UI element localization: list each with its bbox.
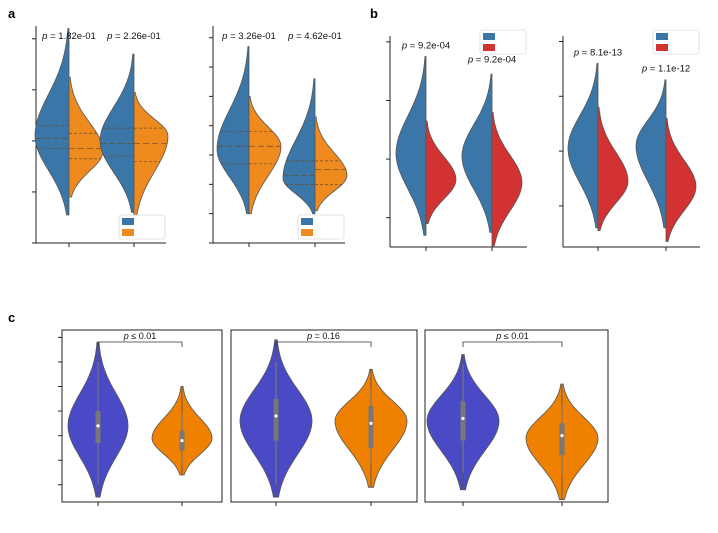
violin-right-half-SD/PD (462, 354, 500, 491)
violin-altered-EMT_Stroma (665, 117, 697, 242)
panel-label-a: a (8, 6, 16, 21)
violin-right-half-CR/PR (181, 386, 213, 476)
plot-frame (230, 329, 418, 503)
violin-altered-FTBRS (425, 120, 457, 225)
violin-wt-TRB (99, 53, 135, 213)
box-iqr (273, 398, 279, 441)
significance-bracket (97, 341, 183, 347)
legend-swatch-wt (656, 33, 668, 40)
significance-bracket (275, 341, 372, 347)
legend-swatch-altered (483, 44, 495, 51)
box-median (560, 434, 564, 438)
box-median (274, 414, 278, 418)
chart-c3: p ≤ 0.01 (424, 329, 609, 506)
legend-swatch-altered (301, 229, 313, 236)
violin-wt-EMT_Stroma (461, 73, 493, 233)
box-median (369, 421, 373, 425)
plot-frame (61, 329, 223, 503)
p-value-label: p = 1.1e-12 (641, 64, 690, 75)
violin-wt-EMT_Stroma (635, 79, 667, 229)
plot-frame (424, 329, 609, 503)
violin-right-half-CR/PR (370, 368, 408, 488)
legend-swatch-wt (483, 33, 495, 40)
violin-right-half-CR/PR (561, 383, 599, 500)
box-median (96, 424, 100, 428)
legend-swatch-altered (122, 229, 134, 236)
legend-swatch-altered (656, 44, 668, 51)
chart-a1: p = 1.82e-01 p = 2.26e-01 (32, 26, 169, 247)
legend (118, 214, 166, 240)
legend (297, 214, 345, 240)
box-median (461, 416, 465, 421)
p-value-label: p = 9.2e-04 (401, 41, 450, 52)
panel-label-b: b (370, 6, 378, 21)
violin-altered-FTBRS (597, 106, 629, 232)
violin-left-half-CR/PR (334, 368, 372, 488)
p-value-label: p = 1.82e-01 (41, 31, 96, 42)
panel-label-c: c (8, 310, 15, 325)
legend (479, 29, 527, 55)
significance-bracket (462, 341, 563, 347)
significance-label: p ≤ 0.01 (495, 331, 528, 341)
chart-c1: p ≤ 0.01 (58, 329, 223, 506)
violin-altered-TRB (133, 91, 169, 218)
box-median (180, 438, 184, 443)
violin-altered-TRA (68, 76, 104, 198)
violin-wt-TRA (216, 46, 250, 215)
violin-altered-EMT_Stroma (491, 111, 523, 248)
violin-altered-TRB (314, 116, 348, 212)
chart-b2: p = 8.1e-13 p = 1.1e-12 (559, 29, 700, 251)
legend-swatch-wt (122, 218, 134, 225)
violin-wt-FTBRS (395, 56, 427, 236)
legend (652, 29, 700, 55)
box-iqr (460, 401, 466, 441)
violin-wt-TRB (282, 78, 316, 215)
box-iqr (368, 406, 374, 448)
violin-left-half-SD/PD (239, 339, 277, 498)
box-iqr (559, 423, 565, 456)
legend-swatch-wt (301, 218, 313, 225)
violin-left-half-SD/PD (67, 341, 99, 498)
violin-right-half-SD/PD (97, 341, 129, 498)
chart-b1: p = 9.2e-04 p = 9.2e-04 (386, 29, 527, 251)
violin-left-half-CR/PR (525, 383, 563, 500)
chart-a2: p = 3.26e-01 p = 4.62e-01 (209, 26, 348, 247)
violin-wt-TRA (34, 28, 70, 216)
significance-label: p ≤ 0.01 (123, 331, 156, 341)
p-value-label: p = 9.2e-04 (467, 54, 516, 65)
violin-right-half-SD/PD (275, 339, 313, 498)
plots-group: p = 1.82e-01 p = 2.26e-01 p = 3.26e-01 p = … (32, 26, 700, 506)
violin-left-half-SD/PD (426, 354, 464, 491)
p-value-label: p = 3.26e-01 (221, 31, 276, 42)
violin-left-half-CR/PR (151, 386, 183, 476)
p-value-label: p = 8.1e-13 (573, 47, 622, 58)
violin-wt-FTBRS (567, 62, 599, 229)
chart-c2: p = 0.16 (230, 329, 418, 506)
p-value-label: p = 4.62e-01 (287, 31, 342, 42)
violin-altered-TRA (248, 95, 282, 215)
significance-label: p = 0.16 (306, 331, 340, 341)
p-value-label: p = 2.26e-01 (106, 31, 161, 42)
